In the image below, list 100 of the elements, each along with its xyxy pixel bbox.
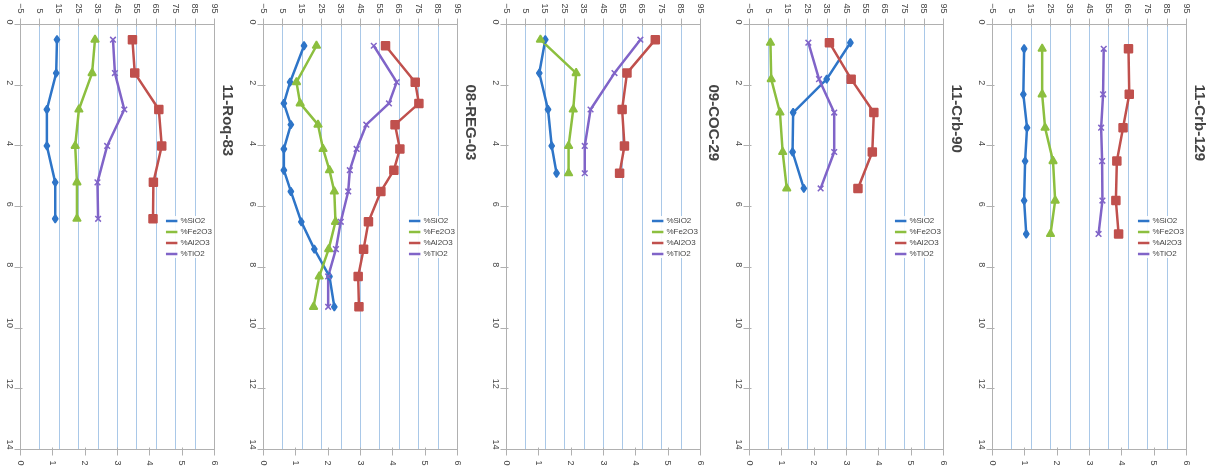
x2-tick-label: 0 [744, 460, 755, 466]
y-tick-label: 0 [976, 19, 987, 25]
x2-tick-label: 1 [47, 460, 58, 466]
y-tick-label: 8 [490, 262, 501, 268]
x-tick-label: 45 [598, 3, 609, 14]
y-tick-label: 0 [490, 19, 501, 25]
x-tick-label: 35 [93, 3, 104, 14]
y-tick-label: 8 [4, 262, 15, 268]
text: 11-Roq-83 [219, 84, 237, 157]
x2-tick-label: 3 [598, 460, 609, 466]
legend-label: %SiO2 [909, 215, 935, 225]
legend-label: %Fe2O3 [1152, 226, 1184, 236]
y-tick-label: 12 [4, 378, 15, 389]
x2-tick-label: 5 [177, 460, 188, 466]
text: 08-REG-03 [462, 84, 480, 161]
x-tick-label: 35 [1065, 3, 1076, 14]
legend-label: %SiO2 [180, 215, 206, 225]
y-tick-label: 12 [733, 378, 744, 389]
y-tick-label: 10 [4, 318, 15, 329]
x-tick-label: 5 [277, 8, 288, 14]
text: 11-Crb-90 [948, 84, 966, 153]
y-tick-label: 6 [490, 201, 501, 207]
legend-label: %TiO2 [1152, 248, 1177, 258]
x-tick-label: 65 [1123, 3, 1134, 14]
x-tick-label: 5 [1006, 8, 1017, 14]
x2-tick-label: 4 [873, 460, 884, 466]
y-tick-label: 2 [247, 80, 258, 86]
legend-label: %Al2O3 [423, 237, 453, 247]
legend-label: %TiO2 [909, 248, 934, 258]
y-tick-label: 12 [976, 378, 987, 389]
x-tick-label: 75 [899, 3, 910, 14]
y-tick-label: 14 [490, 439, 501, 450]
x-tick-label: 15 [1026, 3, 1037, 14]
x2-tick-label: 1 [776, 460, 787, 466]
x2-tick-label: 2 [809, 460, 820, 466]
x-tick-label: 25 [1045, 3, 1056, 14]
y-tick-label: 10 [247, 318, 258, 329]
x-tick-label: 95 [209, 3, 220, 14]
x-tick-label: 15 [540, 3, 551, 14]
x-tick-label: 25 [316, 3, 327, 14]
x-tick-label: −5 [258, 3, 269, 14]
y-tick-label: 2 [733, 80, 744, 86]
x-tick-label: 45 [355, 3, 366, 14]
x2-tick-label: 1 [533, 460, 544, 466]
x-tick-label: 55 [1103, 3, 1114, 14]
y-tick-label: 14 [4, 439, 15, 450]
legend-label: %Al2O3 [909, 237, 939, 247]
y-tick-label: 8 [976, 262, 987, 268]
x-tick-label: 5 [34, 8, 45, 14]
x2-tick-label: 5 [663, 460, 674, 466]
x-tick-label: 85 [919, 3, 930, 14]
x-tick-label: −5 [744, 3, 755, 14]
y-tick-label: 14 [976, 439, 987, 450]
x-tick-label: 65 [637, 3, 648, 14]
x2-tick-label: 2 [80, 460, 91, 466]
x-tick-label: 55 [617, 3, 628, 14]
x-tick-label: 55 [131, 3, 142, 14]
x-tick-label: 95 [452, 3, 463, 14]
x2-tick-label: 2 [323, 460, 334, 466]
x2-tick-label: 6 [938, 460, 949, 466]
legend-label: %SiO2 [423, 215, 449, 225]
legend-label: %TiO2 [666, 248, 691, 258]
y-tick-label: 4 [4, 140, 15, 146]
x-tick-label: 95 [938, 3, 949, 14]
x-tick-label: 5 [520, 8, 531, 14]
x-tick-label: −5 [15, 3, 26, 14]
y-tick-label: 4 [976, 140, 987, 146]
x2-tick-label: 6 [1181, 460, 1192, 466]
x-tick-label: 45 [112, 3, 123, 14]
y-tick-label: 4 [733, 140, 744, 146]
x2-tick-label: 2 [1052, 460, 1063, 466]
y-tick-label: 2 [490, 80, 501, 86]
x-tick-label: 55 [374, 3, 385, 14]
x-tick-label: 35 [336, 3, 347, 14]
y-tick-label: 12 [247, 378, 258, 389]
y-tick-label: 8 [733, 262, 744, 268]
y-tick-label: 6 [247, 201, 258, 207]
x-tick-label: 25 [559, 3, 570, 14]
y-tick-label: 14 [733, 439, 744, 450]
legend-label: %Fe2O3 [909, 226, 941, 236]
x2-tick-label: 6 [209, 460, 220, 466]
x-tick-label: 55 [860, 3, 871, 14]
x-tick-label: 75 [1142, 3, 1153, 14]
x2-tick-label: 3 [112, 460, 123, 466]
y-tick-label: 8 [247, 262, 258, 268]
x-tick-label: 75 [413, 3, 424, 14]
x-tick-label: 95 [695, 3, 706, 14]
y-tick-label: 0 [247, 19, 258, 25]
x-tick-label: −5 [501, 3, 512, 14]
x-tick-label: −5 [987, 3, 998, 14]
text: 09-COC-29 [705, 84, 723, 162]
x2-tick-label: 1 [1019, 460, 1030, 466]
x-tick-label: 65 [151, 3, 162, 14]
y-tick-label: 10 [733, 318, 744, 329]
y-tick-label: 4 [247, 140, 258, 146]
legend-label: %Fe2O3 [666, 226, 698, 236]
legend-label: %SiO2 [1152, 215, 1178, 225]
y-tick-label: 6 [4, 201, 15, 207]
x-tick-label: 85 [676, 3, 687, 14]
y-tick-label: 6 [976, 201, 987, 207]
